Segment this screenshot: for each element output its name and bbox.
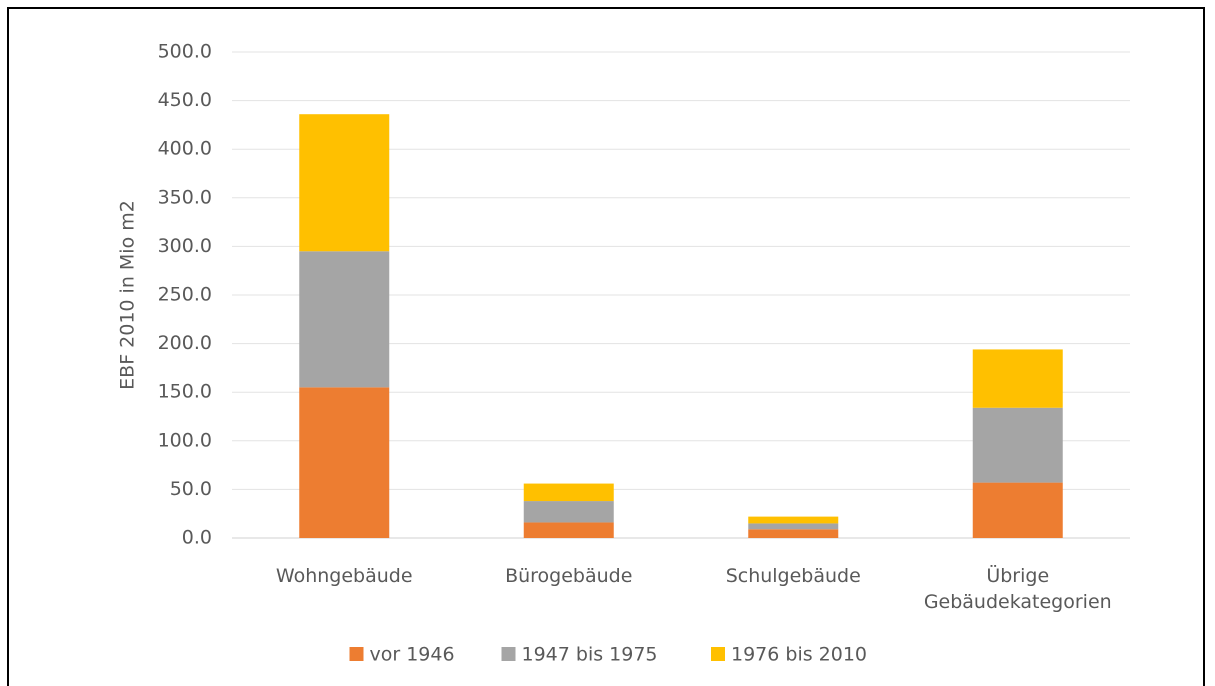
y-tick-label: 350.0 xyxy=(158,186,212,208)
x-tick-label: Wohngebäude xyxy=(275,565,413,587)
y-tick-label: 50.0 xyxy=(170,478,212,500)
bar-segment xyxy=(523,522,614,538)
y-tick-label: 100.0 xyxy=(158,429,212,451)
bar-segment xyxy=(972,407,1063,483)
bar-segment xyxy=(299,387,390,538)
y-tick-label: 150.0 xyxy=(158,381,212,403)
bar-segment xyxy=(299,251,390,388)
y-axis-label: EBF 2010 in Mio m2 xyxy=(117,200,139,390)
x-tick-label: Übrige Gebäudekategorien xyxy=(923,565,1112,613)
legend-swatch xyxy=(349,647,364,661)
y-tick-label: 300.0 xyxy=(158,235,212,257)
bar-segment xyxy=(748,516,839,524)
x-tick-label: Bürogebäude xyxy=(505,565,633,587)
legend-label: 1976 bis 2010 xyxy=(731,644,867,666)
bar-segment xyxy=(972,482,1063,538)
legend-label: vor 1946 xyxy=(370,644,455,666)
bar-segment xyxy=(748,523,839,530)
legend-swatch xyxy=(711,647,725,661)
legend-label: 1947 bis 1975 xyxy=(522,644,658,666)
y-tick-label: 200.0 xyxy=(158,332,212,354)
y-tick-label: 0.0 xyxy=(182,527,212,549)
bar-segment xyxy=(523,483,614,502)
bar-segment xyxy=(299,114,390,252)
bar-segment xyxy=(972,349,1063,408)
y-tick-label: 450.0 xyxy=(158,89,212,111)
legend-swatch xyxy=(501,647,516,661)
y-tick-label: 500.0 xyxy=(158,41,212,63)
bar-segment xyxy=(523,501,614,523)
x-tick-label: Schulgebäude xyxy=(725,565,861,587)
frame xyxy=(7,7,1205,686)
bar-segment xyxy=(748,529,839,538)
y-tick-label: 400.0 xyxy=(158,138,212,160)
y-tick-label: 250.0 xyxy=(158,284,212,306)
